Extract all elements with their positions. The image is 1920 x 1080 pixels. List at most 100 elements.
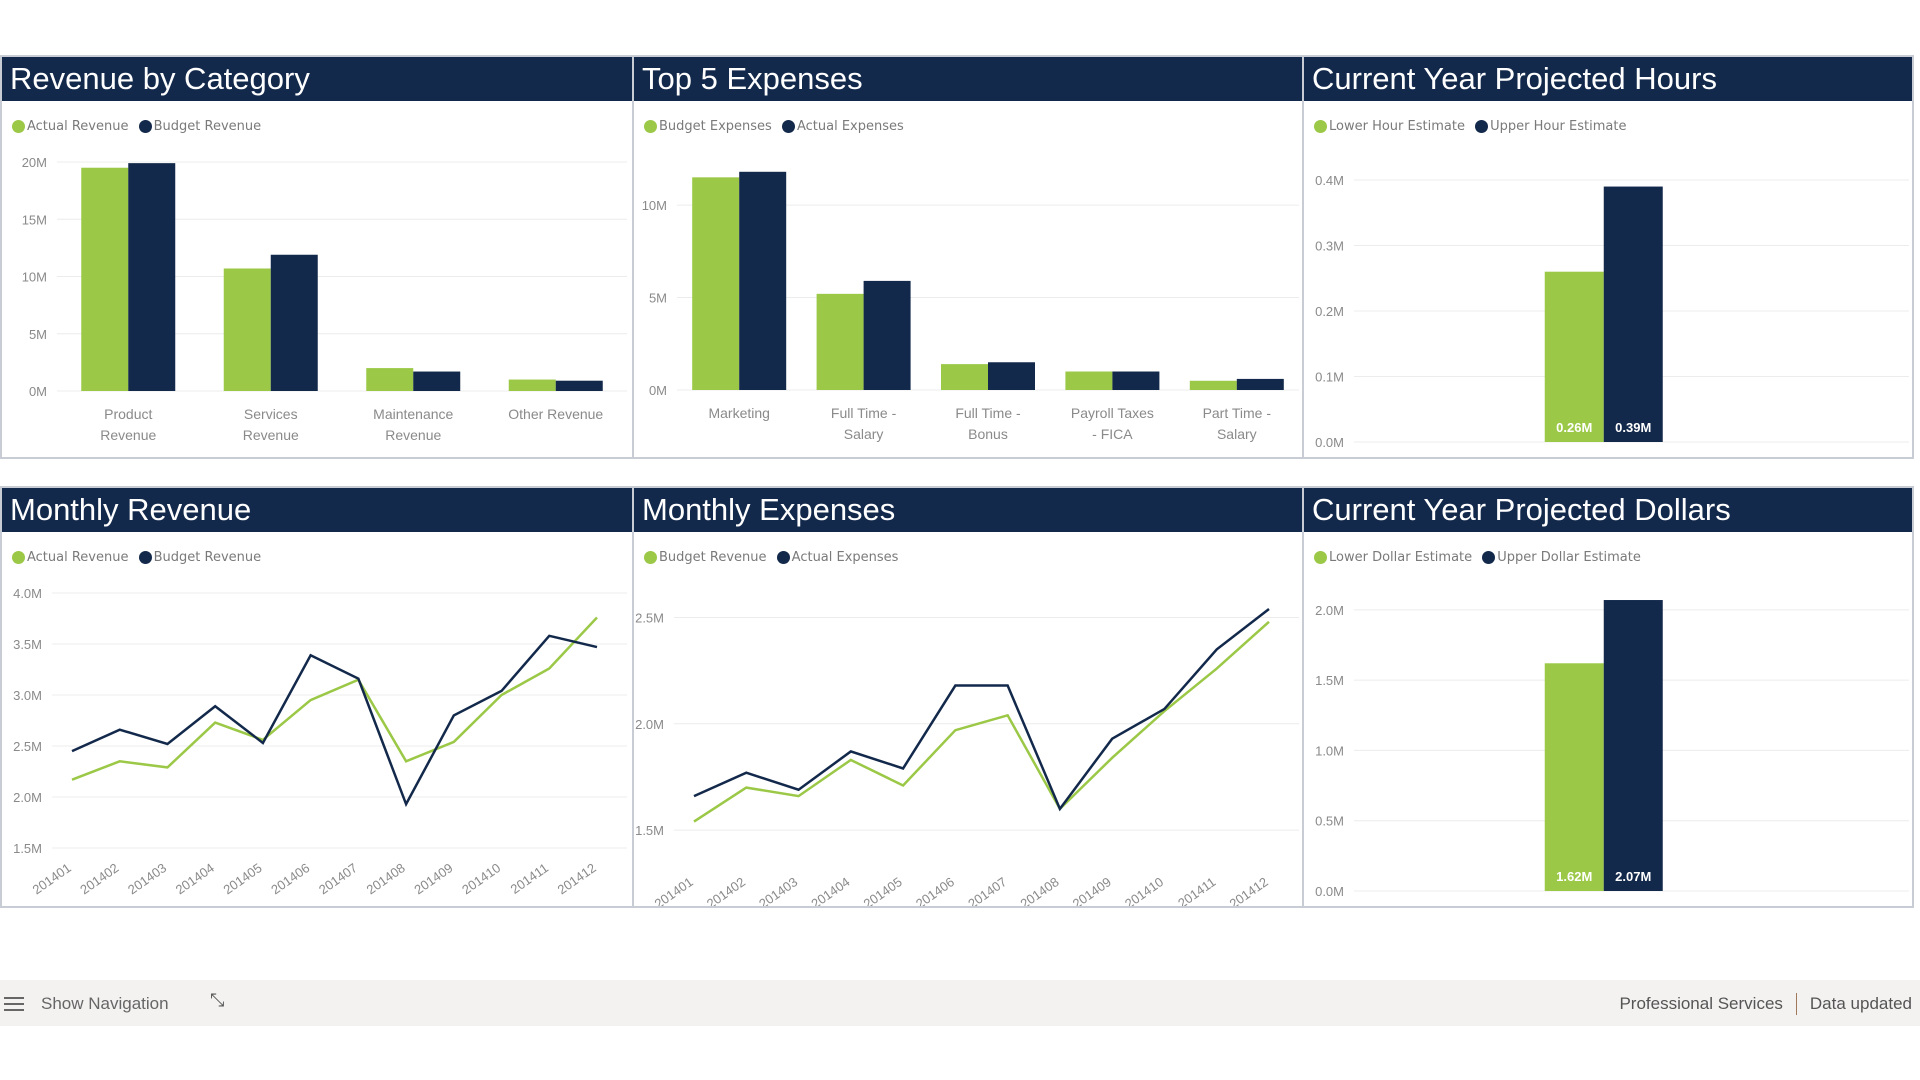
bar-0-4[interactable] xyxy=(1189,380,1237,390)
show-navigation-button[interactable]: Show Navigation xyxy=(4,994,169,1014)
collapse-arrows-icon[interactable]: ⤡ xyxy=(210,990,225,1011)
x-tick-label: 201401 xyxy=(30,860,74,897)
chart-legend: Lower Dollar Estimate Upper Dollar Estim… xyxy=(1314,550,1647,568)
y-tick-label: 1.5M xyxy=(1315,673,1344,688)
bar-0-2[interactable] xyxy=(366,368,414,391)
y-tick-label: 0.1M xyxy=(1315,370,1344,385)
x-category-label: Revenue xyxy=(100,427,156,443)
legend-item[interactable]: Actual Revenue xyxy=(12,550,128,565)
x-tick-label: 201412 xyxy=(555,860,599,897)
legend-dot-icon xyxy=(12,120,25,133)
y-tick-label: 4.0M xyxy=(13,586,42,601)
bar-data-label: 1.62M xyxy=(1556,869,1592,884)
series-line-0[interactable] xyxy=(71,616,598,781)
legend-item[interactable]: Upper Hour Estimate xyxy=(1475,119,1626,134)
legend-dot-icon xyxy=(138,551,152,564)
x-category-label: Payroll Taxes xyxy=(1071,405,1154,421)
chart-legend: Actual Revenue Budget Revenue xyxy=(12,550,267,568)
x-category-label: Revenue xyxy=(385,427,441,443)
legend-item[interactable]: Actual Expenses xyxy=(781,119,904,134)
x-category-label: Marketing xyxy=(708,405,769,421)
y-tick-label: 0M xyxy=(649,383,667,398)
x-tick-label: 201405 xyxy=(861,874,905,906)
bar-0-0[interactable] xyxy=(81,167,129,391)
bar-1-3[interactable] xyxy=(1112,371,1160,390)
bar-1-0[interactable] xyxy=(128,163,176,391)
y-tick-label: 0.0M xyxy=(1315,435,1344,450)
legend-label: Budget Revenue xyxy=(153,119,262,134)
legend-item[interactable]: Budget Revenue xyxy=(138,119,262,134)
panel-top5-expenses[interactable]: Top 5 Expenses Budget Expenses Actual Ex… xyxy=(632,55,1304,459)
projected-dollars-chart: 0.0M 0.5M 1.0M 1.5M 2.0M 1.62M 2.07M xyxy=(1315,600,1909,899)
x-tick-label: 201403 xyxy=(125,860,169,897)
bar-1-3[interactable] xyxy=(555,380,603,391)
y-tick-label: 0M xyxy=(29,384,47,399)
y-tick-label: 2.0M xyxy=(13,790,42,805)
bar-1-0[interactable] xyxy=(739,171,787,390)
x-tick-label: 201408 xyxy=(1017,874,1061,906)
bar-1-1[interactable] xyxy=(270,254,318,391)
legend-item[interactable]: Lower Hour Estimate xyxy=(1314,119,1465,134)
bar-0-0[interactable] xyxy=(1544,271,1604,442)
legend-item[interactable]: Budget Revenue xyxy=(138,550,261,565)
panel-projected-hours[interactable]: Current Year Projected Hours Lower Hour … xyxy=(1302,55,1914,459)
panel-monthly-revenue[interactable]: Monthly Revenue Actual Revenue Budget Re… xyxy=(0,486,634,908)
y-tick-label: 0.0M xyxy=(1315,884,1344,899)
legend-item[interactable]: Budget Expenses xyxy=(644,119,772,134)
bar-1-1[interactable] xyxy=(863,280,911,390)
bar-0-2[interactable] xyxy=(941,364,988,390)
x-tick-label: 201409 xyxy=(411,860,455,897)
x-category-label: Salary xyxy=(1217,426,1257,442)
legend-label: Actual Revenue xyxy=(27,550,129,565)
panel-title: Top 5 Expenses xyxy=(634,57,1302,101)
bar-0-0[interactable] xyxy=(1544,663,1604,891)
bar-0-0[interactable] xyxy=(692,177,740,390)
legend-dot-icon xyxy=(776,551,790,564)
bar-1-0[interactable] xyxy=(1603,600,1663,891)
panel-title: Current Year Projected Hours xyxy=(1304,57,1912,101)
panel-title: Revenue by Category xyxy=(2,57,632,101)
bar-1-0[interactable] xyxy=(1603,186,1663,442)
x-tick-label: 201402 xyxy=(77,860,121,897)
bar-0-3[interactable] xyxy=(508,379,556,391)
chart-legend: Budget Expenses Actual Expenses xyxy=(644,119,910,137)
bar-1-2[interactable] xyxy=(988,362,1035,390)
x-category-label: Maintenance xyxy=(373,406,453,422)
panel-projected-dollars[interactable]: Current Year Projected Dollars Lower Dol… xyxy=(1302,486,1914,908)
legend-item[interactable]: Actual Revenue xyxy=(12,119,128,134)
series-line-0[interactable] xyxy=(693,620,1270,823)
legend-dot-icon xyxy=(1482,551,1496,564)
bar-0-3[interactable] xyxy=(1065,371,1113,390)
legend-dot-icon xyxy=(1475,120,1489,133)
x-category-label: Bonus xyxy=(968,426,1008,442)
workspace-name[interactable]: Professional Services xyxy=(1619,994,1783,1013)
x-category-label: Salary xyxy=(844,426,884,442)
legend-item[interactable]: Budget Revenue xyxy=(644,550,767,565)
series-line-1[interactable] xyxy=(71,634,598,808)
bar-1-2[interactable] xyxy=(413,371,461,391)
x-tick-label: 201406 xyxy=(913,874,957,906)
legend-dot-icon xyxy=(1314,120,1327,133)
y-tick-label: 5M xyxy=(29,327,47,342)
legend-item[interactable]: Upper Dollar Estimate xyxy=(1482,550,1641,565)
legend-item[interactable]: Lower Dollar Estimate xyxy=(1314,550,1472,565)
legend-item[interactable]: Actual Expenses xyxy=(776,550,898,565)
bar-0-1[interactable] xyxy=(223,268,271,391)
x-category-label: Revenue xyxy=(243,427,299,443)
y-tick-label: 20M xyxy=(22,155,47,170)
panel-monthly-expenses[interactable]: Monthly Expenses Budget Revenue Actual E… xyxy=(632,486,1304,908)
x-tick-label: 201406 xyxy=(268,860,312,897)
legend-label: Budget Revenue xyxy=(659,550,767,565)
x-category-label: Full Time - xyxy=(955,405,1021,421)
y-tick-label: 1.5M xyxy=(13,841,42,856)
x-tick-label: 201411 xyxy=(508,860,551,897)
series-line-1[interactable] xyxy=(693,608,1270,812)
bar-0-1[interactable] xyxy=(816,293,864,390)
bar-data-label: 2.07M xyxy=(1615,869,1651,884)
legend-dot-icon xyxy=(138,120,152,133)
x-category-label: Part Time - xyxy=(1203,405,1272,421)
panel-revenue-by-category[interactable]: Revenue by Category Actual Revenue Budge… xyxy=(0,55,634,459)
bar-1-4[interactable] xyxy=(1236,378,1284,390)
x-tick-label: 201401 xyxy=(652,874,696,906)
